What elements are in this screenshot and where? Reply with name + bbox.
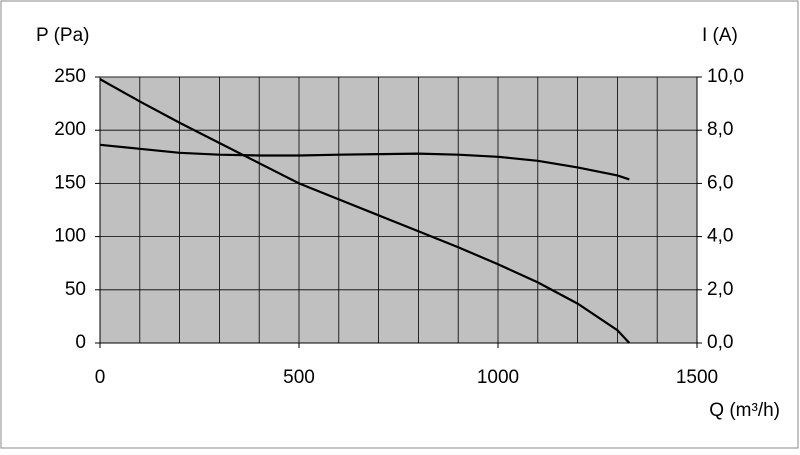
y-tick-label: 250 <box>54 66 86 87</box>
x-tick-label: 0 <box>95 367 106 388</box>
y2-axis-label: I (A) <box>702 25 738 46</box>
y2-tick-label: 4,0 <box>707 226 733 247</box>
x-tick-label: 1500 <box>676 367 718 388</box>
x-tick-label: 1000 <box>477 367 519 388</box>
y2-tick-label: 6,0 <box>707 172 733 193</box>
y-tick-label: 50 <box>65 279 86 300</box>
y-tick-label: 200 <box>54 119 86 140</box>
curve <box>99 78 631 344</box>
x-axis-label: Q (m³/h) <box>709 400 780 421</box>
y-axis-label: P (Pa) <box>36 25 90 46</box>
y-tick-label: 150 <box>54 172 86 193</box>
y-tick-label: 0 <box>75 332 86 353</box>
curve <box>99 143 630 181</box>
y2-tick-label: 8,0 <box>707 119 733 140</box>
y2-tick-label: 0,0 <box>707 332 733 353</box>
y2-tick-label: 2,0 <box>707 279 733 300</box>
y2-tick-label: 10,0 <box>707 66 744 87</box>
x-tick-label: 500 <box>283 367 315 388</box>
plot-area <box>99 76 698 344</box>
y-tick-label: 100 <box>54 226 86 247</box>
